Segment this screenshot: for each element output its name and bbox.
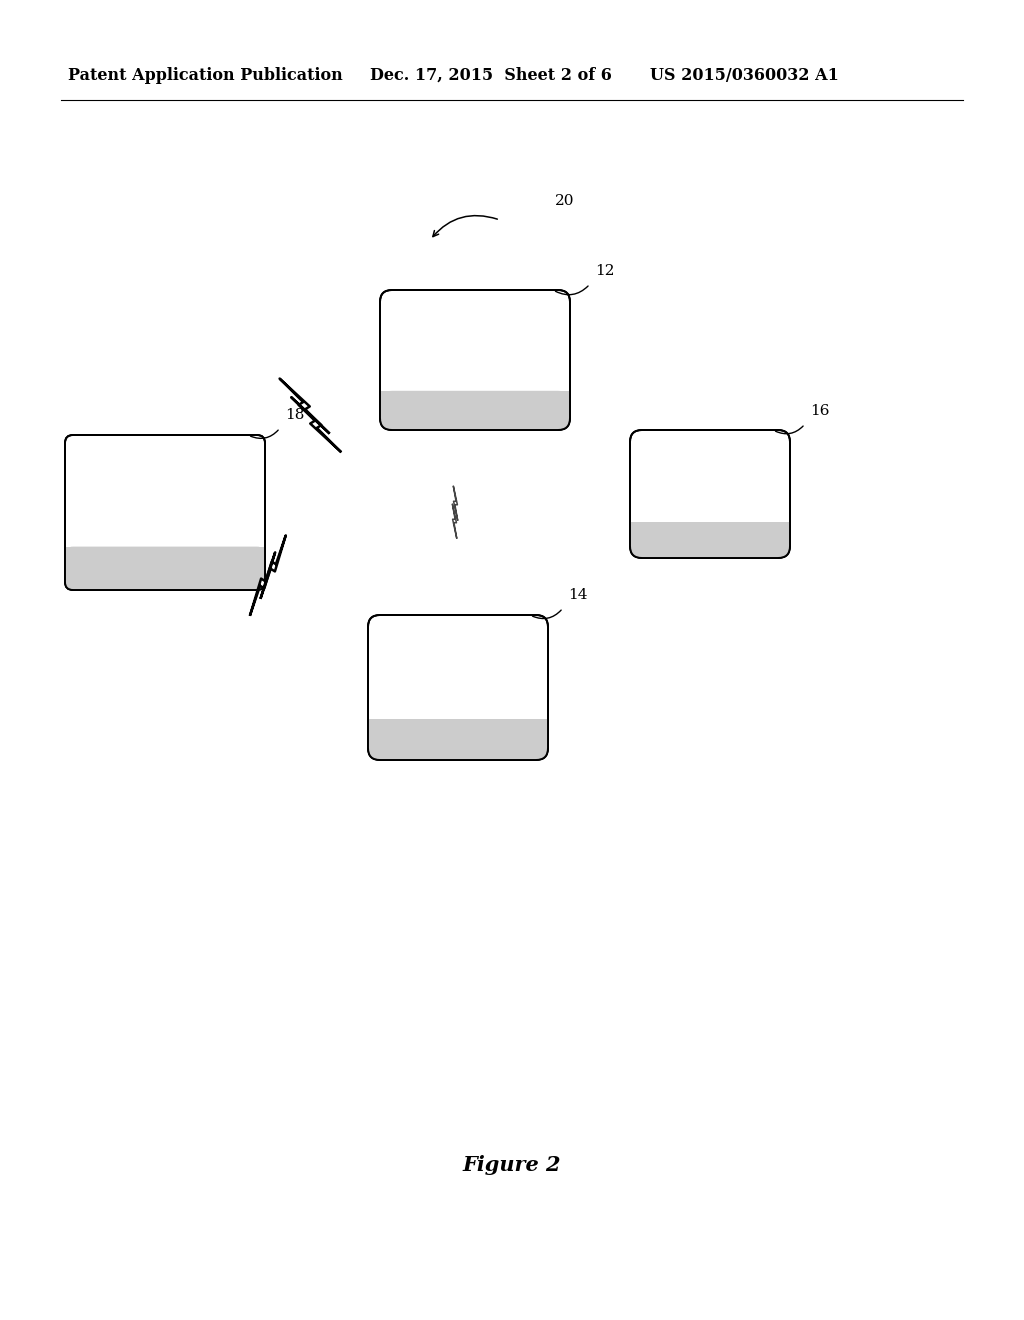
Text: Dec. 17, 2015  Sheet 2 of 6: Dec. 17, 2015 Sheet 2 of 6: [370, 66, 612, 83]
Text: Patent Application Publication: Patent Application Publication: [68, 66, 343, 83]
Text: 16: 16: [810, 404, 829, 418]
FancyBboxPatch shape: [630, 430, 790, 558]
Text: US 2015/0360032 A1: US 2015/0360032 A1: [650, 66, 839, 83]
Polygon shape: [261, 536, 286, 598]
FancyBboxPatch shape: [368, 719, 548, 760]
FancyBboxPatch shape: [65, 546, 265, 590]
FancyBboxPatch shape: [380, 290, 570, 430]
Bar: [380, 391, 570, 418]
Text: Figure 2: Figure 2: [463, 1155, 561, 1175]
FancyBboxPatch shape: [65, 436, 265, 590]
Text: 18: 18: [285, 408, 304, 422]
Bar: [630, 523, 790, 546]
FancyBboxPatch shape: [380, 391, 570, 430]
Polygon shape: [280, 379, 329, 433]
Polygon shape: [454, 486, 458, 520]
FancyBboxPatch shape: [630, 523, 790, 558]
Bar: [65, 546, 265, 582]
Polygon shape: [250, 552, 275, 615]
Text: 12: 12: [595, 264, 614, 279]
Polygon shape: [453, 504, 457, 539]
Text: 20: 20: [555, 194, 574, 209]
Polygon shape: [291, 397, 340, 451]
Text: 14: 14: [568, 587, 588, 602]
FancyBboxPatch shape: [368, 615, 548, 760]
Bar: [368, 719, 548, 748]
